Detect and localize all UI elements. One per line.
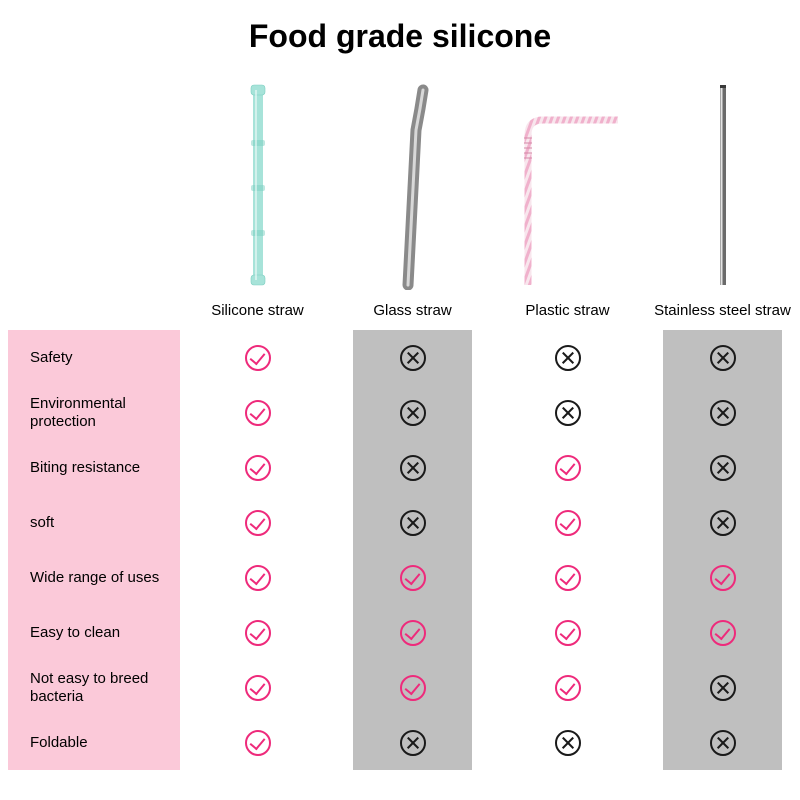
table-row: Not easy to breed bacteria <box>0 660 800 715</box>
cross-icon <box>710 345 736 371</box>
data-cell <box>645 510 800 536</box>
feature-label: Foldable <box>0 734 180 752</box>
cross-icon <box>710 400 736 426</box>
feature-label: Safety <box>0 349 180 367</box>
feature-label: Easy to clean <box>0 624 180 642</box>
table-row: Biting resistance <box>0 440 800 495</box>
data-cell <box>335 345 490 371</box>
check-icon <box>245 510 271 536</box>
data-cell <box>490 400 645 426</box>
data-cell <box>645 730 800 756</box>
data-cell <box>645 400 800 426</box>
cross-icon <box>400 455 426 481</box>
cross-icon <box>710 730 736 756</box>
data-cell <box>180 510 335 536</box>
feature-label: soft <box>0 514 180 532</box>
silicone-straw-image <box>180 65 335 290</box>
column-headers-row: Silicone straw Glass straw Plastic straw… <box>0 290 800 330</box>
col-header-glass: Glass straw <box>335 302 490 319</box>
data-cell <box>645 455 800 481</box>
check-icon <box>245 565 271 591</box>
data-cell <box>180 675 335 701</box>
check-icon <box>245 400 271 426</box>
cross-icon <box>400 400 426 426</box>
data-rows: Safety Environmental protection Biting res… <box>0 330 800 770</box>
cross-icon <box>400 730 426 756</box>
data-cell <box>490 345 645 371</box>
check-icon <box>245 675 271 701</box>
check-icon <box>555 675 581 701</box>
feature-label: Wide range of uses <box>0 569 180 587</box>
data-cell <box>180 730 335 756</box>
data-cell <box>180 345 335 371</box>
data-cell <box>490 730 645 756</box>
cross-icon <box>710 675 736 701</box>
check-icon <box>400 565 426 591</box>
cross-icon <box>400 510 426 536</box>
glass-straw-image <box>335 65 490 290</box>
data-cell <box>490 510 645 536</box>
table-row: Easy to clean <box>0 605 800 660</box>
check-icon <box>555 510 581 536</box>
col-header-silicone: Silicone straw <box>180 302 335 319</box>
table-row: Environmental protection <box>0 385 800 440</box>
data-cell <box>645 345 800 371</box>
feature-label: Environmental protection <box>0 395 180 431</box>
straw-images-row <box>0 65 800 290</box>
data-cell <box>180 620 335 646</box>
data-cell <box>490 675 645 701</box>
check-icon <box>555 455 581 481</box>
data-cell <box>180 400 335 426</box>
comparison-chart: Silicone straw Glass straw Plastic straw… <box>0 65 800 770</box>
data-cell <box>645 675 800 701</box>
check-icon <box>400 675 426 701</box>
table-row: soft <box>0 495 800 550</box>
data-cell <box>335 565 490 591</box>
data-cell <box>490 455 645 481</box>
data-cell <box>335 620 490 646</box>
feature-label: Biting resistance <box>0 459 180 477</box>
table-row: Wide range of uses <box>0 550 800 605</box>
data-cell <box>335 675 490 701</box>
check-icon <box>245 455 271 481</box>
data-cell <box>335 730 490 756</box>
steel-straw-image <box>645 65 800 290</box>
cross-icon <box>555 345 581 371</box>
check-icon <box>555 565 581 591</box>
cross-icon <box>555 400 581 426</box>
data-cell <box>490 620 645 646</box>
check-icon <box>245 730 271 756</box>
col-header-plastic: Plastic straw <box>490 302 645 319</box>
cross-icon <box>710 455 736 481</box>
data-cell <box>180 455 335 481</box>
check-icon <box>555 620 581 646</box>
check-icon <box>710 620 736 646</box>
data-cell <box>490 565 645 591</box>
page-title: Food grade silicone <box>0 0 800 65</box>
plastic-straw-image <box>490 65 645 290</box>
data-cell <box>645 565 800 591</box>
check-icon <box>245 345 271 371</box>
check-icon <box>245 620 271 646</box>
col-header-steel: Stainless steel straw <box>645 302 800 319</box>
table-row: Foldable <box>0 715 800 770</box>
check-icon <box>710 565 736 591</box>
data-cell <box>645 620 800 646</box>
data-cell <box>335 455 490 481</box>
cross-icon <box>555 730 581 756</box>
cross-icon <box>710 510 736 536</box>
table-row: Safety <box>0 330 800 385</box>
cross-icon <box>400 345 426 371</box>
check-icon <box>400 620 426 646</box>
feature-label: Not easy to breed bacteria <box>0 670 180 706</box>
data-cell <box>335 510 490 536</box>
data-cell <box>180 565 335 591</box>
data-cell <box>335 400 490 426</box>
